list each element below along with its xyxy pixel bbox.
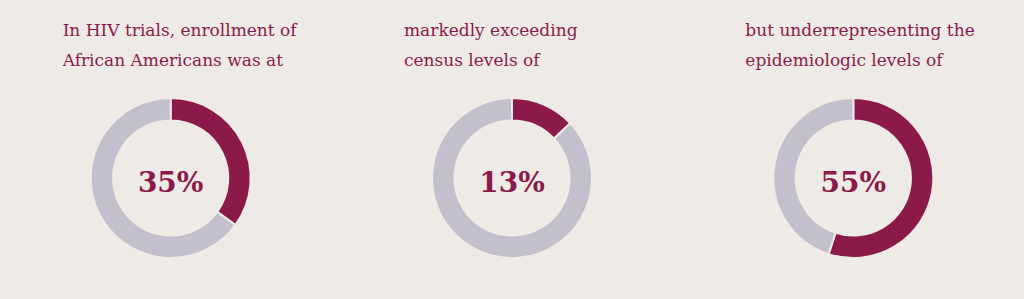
title-line: In HIV trials, enrollment of [63,20,299,40]
title-line: African Americans was at [62,50,284,70]
donut-chart: 13% markedly exceeding census levels of [404,20,592,258]
center-label: 35% [138,166,204,199]
center-label: 13% [479,166,545,199]
donut-slice [171,98,251,225]
title-line: census levels of [404,50,541,70]
donut-slice [91,98,236,258]
title-line: but underrepresenting the [745,20,974,40]
title-line: epidemiologic levels of [745,50,944,70]
center-label: 55% [821,166,887,199]
figure: 35% In HIV trials, enrollment of African A… [0,0,1024,299]
chart-container: 35% In HIV trials, enrollment of African A… [0,0,1024,299]
donut-chart: 35% In HIV trials, enrollment of African A… [62,20,299,258]
donut-chart: 55% but underrepresenting the epidemiologi… [745,20,974,258]
donut-slice [432,98,592,258]
title-line: markedly exceeding [404,20,578,40]
